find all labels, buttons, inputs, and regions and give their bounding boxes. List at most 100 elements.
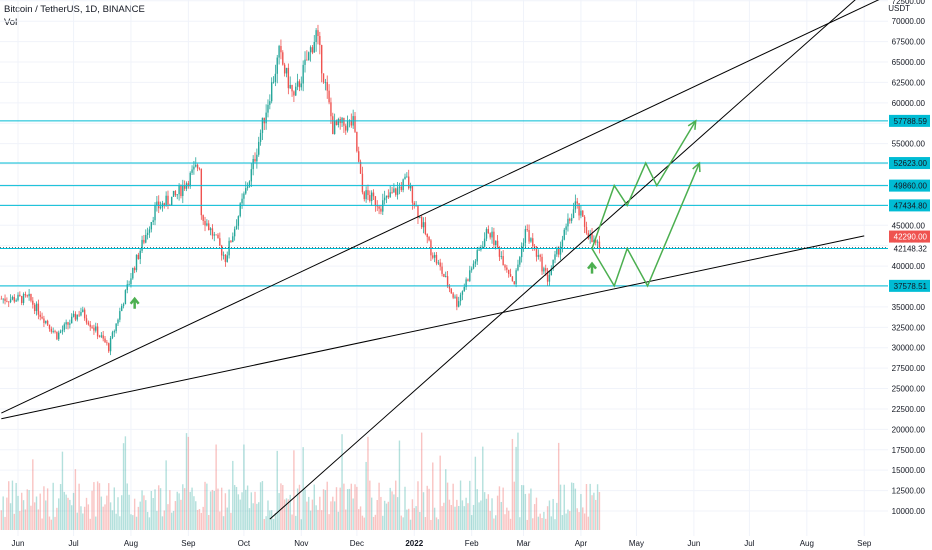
volume-bar bbox=[498, 486, 501, 530]
candle-body bbox=[532, 238, 534, 247]
candle-body bbox=[506, 267, 508, 270]
candle-body bbox=[330, 102, 332, 117]
candle-body bbox=[515, 270, 517, 285]
volume-bar bbox=[24, 509, 27, 530]
volume-bar bbox=[474, 456, 477, 530]
projection-path[interactable] bbox=[591, 120, 697, 249]
candle-body bbox=[326, 82, 328, 91]
volume-bar bbox=[517, 432, 519, 530]
volume-bar bbox=[435, 517, 438, 530]
volume-bar bbox=[195, 501, 197, 530]
volume-bar bbox=[532, 518, 534, 530]
volume-bar bbox=[509, 518, 512, 530]
price-tick-label: 10000.00 bbox=[892, 507, 926, 516]
candle-body bbox=[208, 223, 210, 231]
candle-body bbox=[111, 332, 114, 339]
volume-bar bbox=[598, 492, 601, 530]
candle-body bbox=[291, 84, 293, 92]
candle-body bbox=[109, 338, 112, 352]
volume-bar bbox=[485, 498, 488, 530]
volume-bar bbox=[404, 486, 406, 530]
candle-body bbox=[87, 322, 90, 325]
volume-bar bbox=[493, 518, 495, 530]
trendline[interactable] bbox=[1, 0, 919, 414]
candle-body bbox=[133, 267, 136, 271]
projection-path[interactable] bbox=[591, 162, 701, 288]
candle-body bbox=[315, 30, 317, 42]
volume-bar bbox=[326, 481, 328, 530]
volume-bar bbox=[446, 482, 449, 530]
candle-body bbox=[450, 288, 452, 294]
volume-bar bbox=[563, 484, 565, 530]
candle-body bbox=[287, 67, 290, 89]
candle-body bbox=[537, 255, 540, 257]
volume-bar bbox=[539, 513, 541, 530]
volume-bar bbox=[463, 506, 465, 530]
volume-bar bbox=[382, 515, 384, 530]
volume-bar bbox=[122, 443, 125, 530]
volume-bar bbox=[482, 446, 484, 530]
volume-bar bbox=[528, 493, 530, 530]
volume-bar bbox=[283, 499, 286, 530]
volume-bar bbox=[30, 505, 32, 530]
candle-body bbox=[546, 270, 549, 282]
volume-bar bbox=[582, 507, 584, 530]
candle-body bbox=[170, 196, 173, 206]
candle-body bbox=[35, 303, 38, 312]
candlesticks bbox=[0, 24, 601, 356]
volume-bar bbox=[289, 494, 291, 530]
volume-bar bbox=[396, 497, 399, 530]
volume-bar bbox=[511, 438, 514, 530]
time-tick-label: Jul bbox=[68, 539, 78, 548]
volume-bar bbox=[370, 497, 373, 530]
volume-bar bbox=[237, 494, 240, 530]
candle-body bbox=[246, 186, 249, 189]
volume-bar bbox=[402, 517, 404, 530]
candle-body bbox=[209, 228, 212, 231]
candle-body bbox=[200, 169, 203, 216]
price-tag-label: 57788.59 bbox=[894, 117, 928, 126]
candle-body bbox=[311, 47, 314, 53]
candle-body bbox=[478, 249, 480, 251]
volume-bar bbox=[341, 434, 343, 530]
volume-bar bbox=[180, 499, 182, 530]
candle-body bbox=[222, 254, 225, 256]
candle-body bbox=[374, 196, 377, 206]
candle-body bbox=[165, 195, 167, 206]
price-tick-label: 22500.00 bbox=[892, 405, 926, 414]
price-tick-label: 45000.00 bbox=[892, 221, 926, 230]
volume-bar bbox=[185, 433, 188, 530]
volume-bar bbox=[52, 482, 54, 530]
trendline[interactable] bbox=[269, 0, 864, 520]
volume-bar bbox=[578, 512, 580, 530]
candle-body bbox=[63, 324, 65, 330]
volume-bar bbox=[300, 519, 303, 530]
candle-body bbox=[508, 269, 510, 275]
volume-bar bbox=[59, 484, 62, 530]
candle-body bbox=[132, 267, 134, 279]
candle-body bbox=[128, 284, 130, 285]
candle-body bbox=[593, 239, 595, 243]
volume-bar bbox=[554, 519, 556, 530]
candle-body bbox=[272, 81, 275, 83]
volume-bar bbox=[428, 488, 430, 530]
candle-body bbox=[565, 226, 567, 230]
candle-body bbox=[270, 82, 273, 102]
candle-body bbox=[461, 291, 464, 295]
projection-paths bbox=[129, 119, 701, 309]
up-arrow-icon bbox=[129, 296, 140, 309]
volume-bar bbox=[82, 513, 84, 530]
candle-body bbox=[396, 187, 399, 195]
trendline[interactable] bbox=[1, 235, 865, 420]
candle-body bbox=[258, 141, 260, 155]
candle-body bbox=[319, 36, 321, 46]
volume-bar bbox=[365, 461, 367, 530]
candle-body bbox=[113, 331, 115, 333]
candle-body bbox=[424, 222, 427, 234]
candle-body bbox=[367, 190, 369, 196]
volume-bar bbox=[472, 504, 475, 530]
price-tag bbox=[889, 279, 930, 292]
time-tick-label: May bbox=[629, 539, 644, 548]
candle-body bbox=[195, 164, 197, 167]
